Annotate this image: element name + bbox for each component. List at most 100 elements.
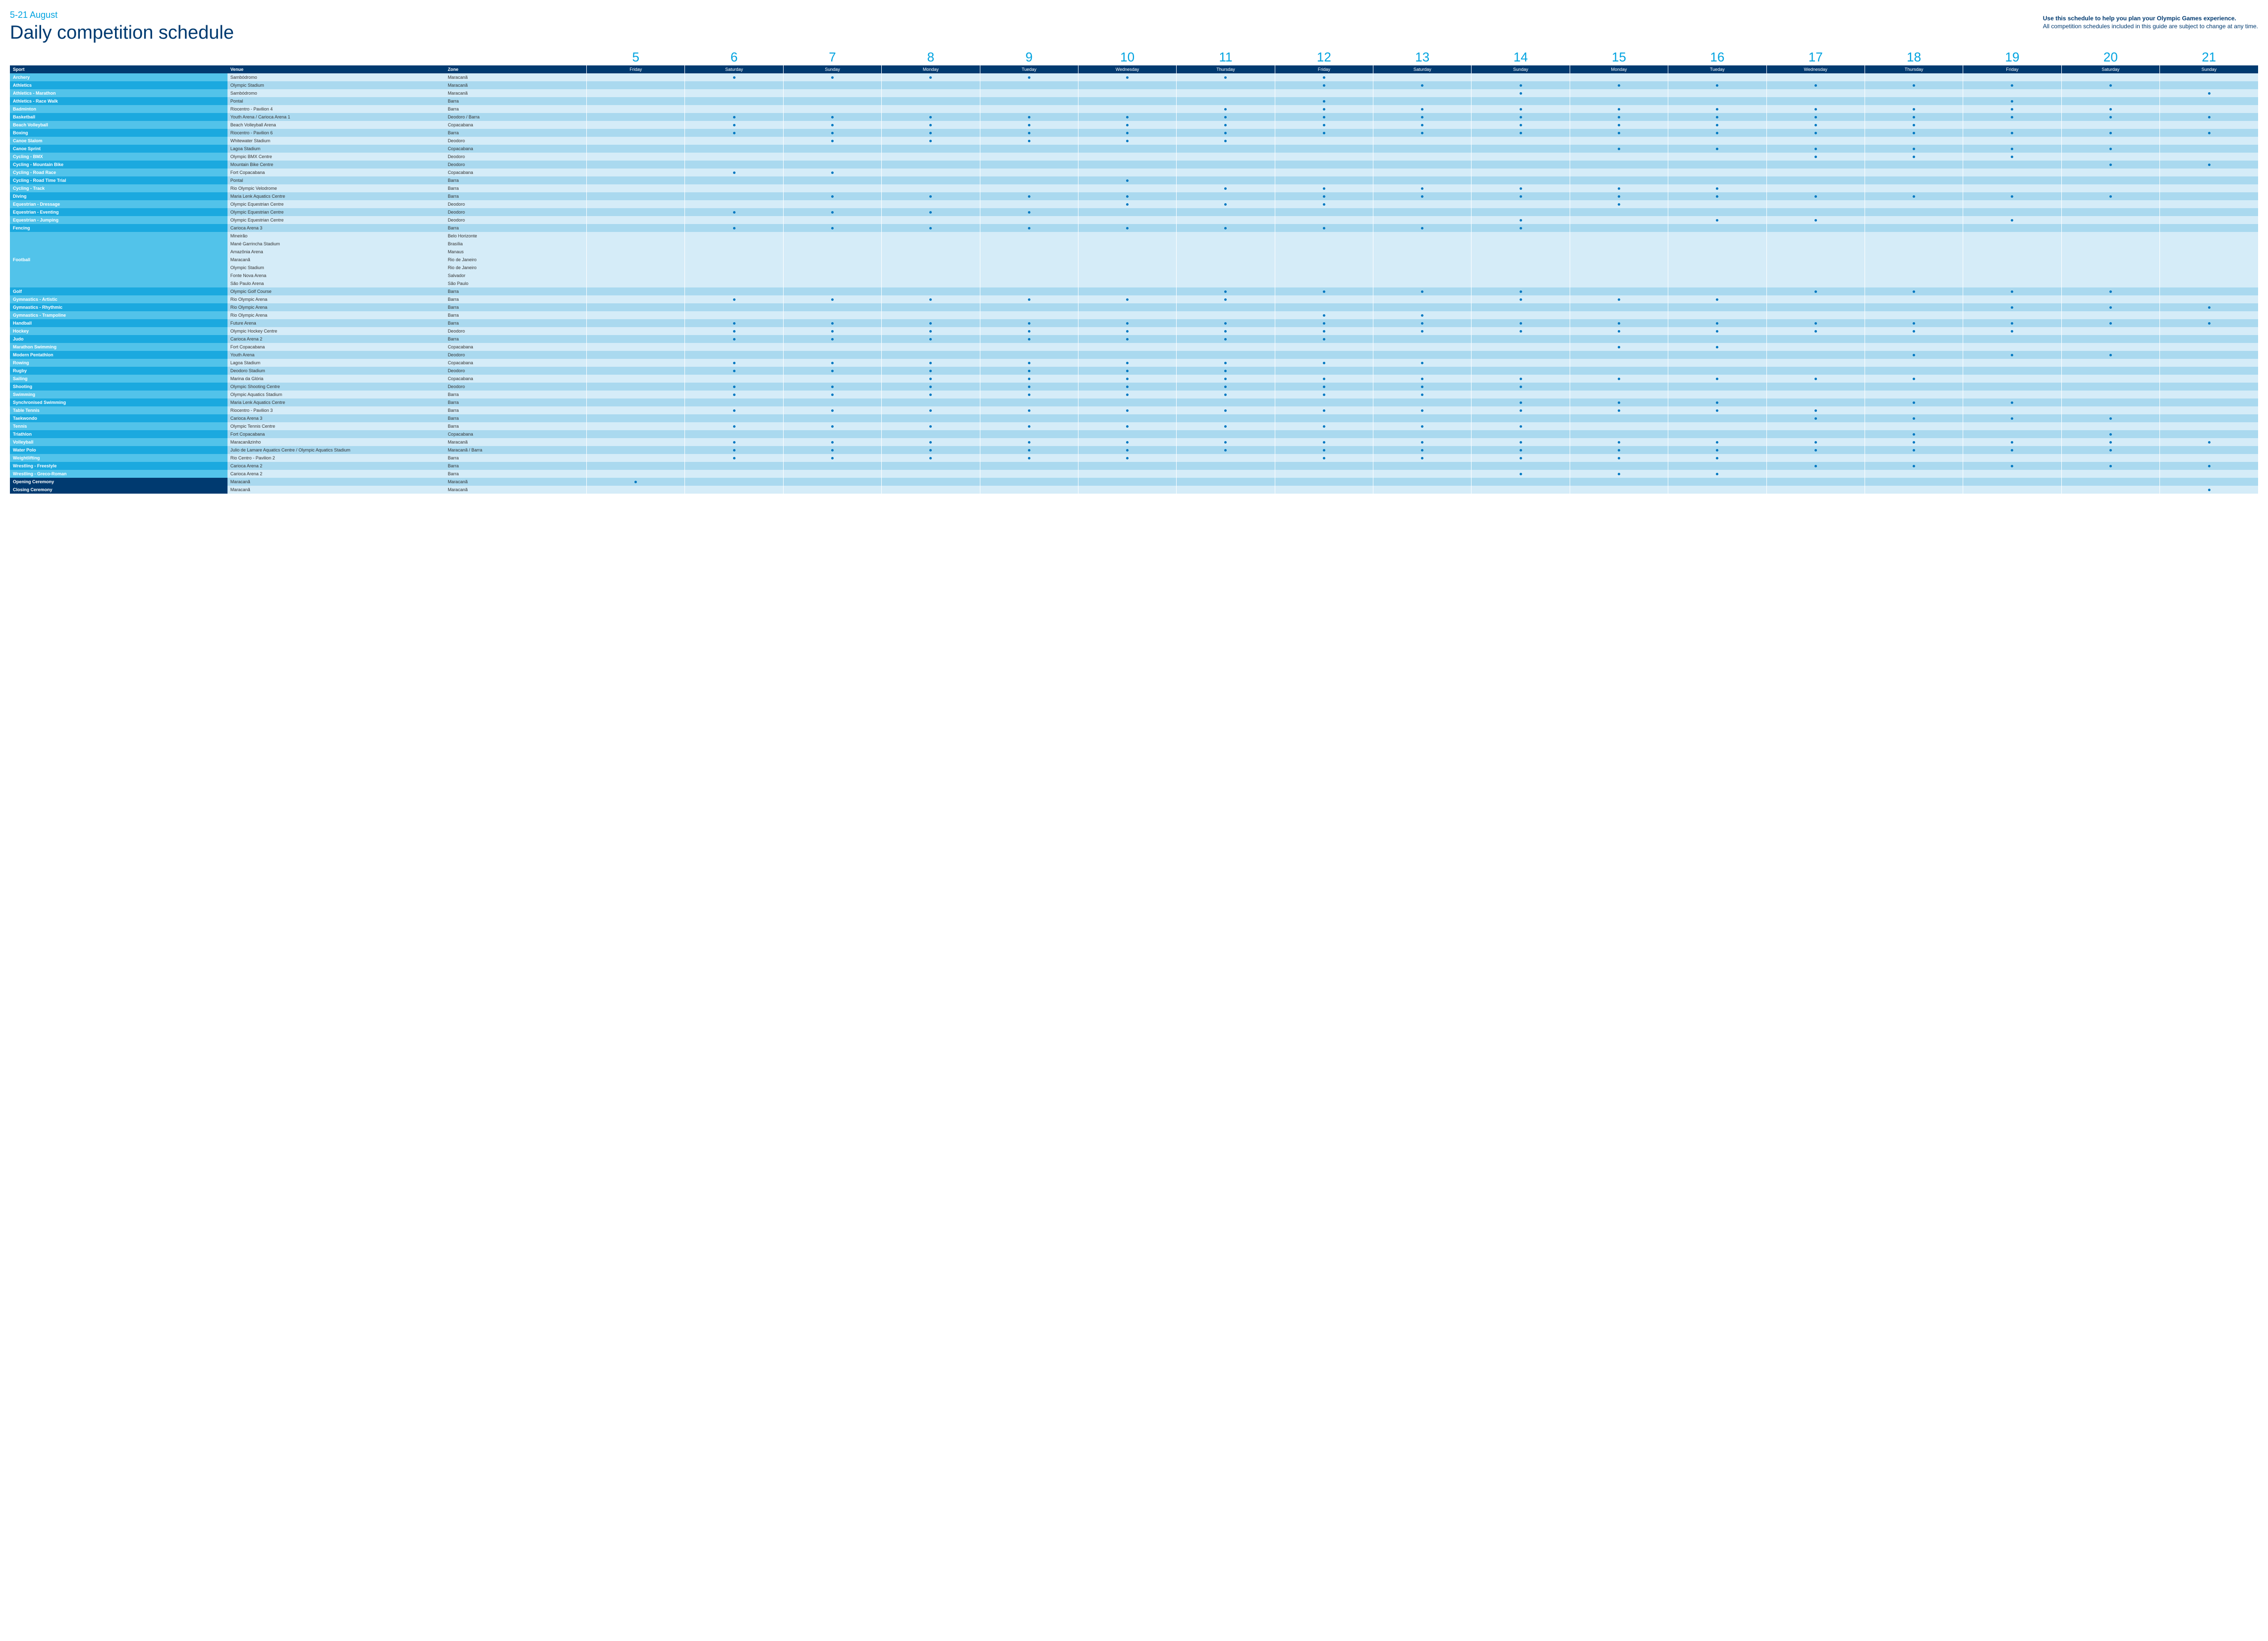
day-cell: [685, 478, 783, 486]
day-cell: [1373, 232, 1472, 240]
day-cell: [2061, 446, 2159, 454]
event-dot: [1913, 465, 1915, 467]
venue-cell: Olympic Equestrian Centre: [227, 216, 445, 224]
day-cell: [2160, 446, 2258, 454]
event-dot: [2109, 195, 2112, 198]
day-cell: [1373, 248, 1472, 256]
event-dot: [1520, 322, 1522, 325]
sport-cell: Athletics: [10, 81, 227, 89]
event-dot: [2208, 132, 2211, 134]
event-dot: [1618, 409, 1620, 412]
sport-cell: [10, 264, 227, 272]
day-cell: [2160, 145, 2258, 153]
day-cell: [980, 375, 1078, 383]
event-dot: [1323, 386, 1325, 388]
day-cell: [882, 343, 980, 351]
day-cell: [1865, 192, 1963, 200]
day-cell: [587, 248, 685, 256]
day-cell: [1668, 232, 1766, 240]
event-dot: [1224, 227, 1227, 229]
event-dot: [1126, 378, 1129, 380]
zone-cell: Deodoro: [445, 153, 586, 161]
day-cell: [1570, 287, 1668, 295]
sport-cell: Sailing: [10, 375, 227, 383]
day-cell: [2061, 240, 2159, 248]
day-cell: [1766, 264, 1865, 272]
schedule-row: Canoe SprintLagoa StadiumCopacabana: [10, 145, 2258, 153]
event-dot: [929, 76, 932, 79]
day-cell: [1177, 287, 1275, 295]
venue-cell: São Paulo Arena: [227, 280, 445, 287]
event-dot: [1323, 425, 1325, 428]
schedule-row: SailingMarina da GlóriaCopacabana: [10, 375, 2258, 383]
schedule-row: RugbyDeodoro StadiumDeodoro: [10, 367, 2258, 375]
day-cell: [1177, 224, 1275, 232]
day-cell: [587, 232, 685, 240]
event-dot: [929, 394, 932, 396]
day-cell: [783, 462, 881, 470]
day-cell: [1275, 232, 1373, 240]
day-cell: [783, 319, 881, 327]
event-dot: [1913, 195, 1915, 198]
schedule-row: Canoe SlalomWhitewater StadiumDeodoro: [10, 137, 2258, 145]
day-cell: [882, 287, 980, 295]
day-cell: [1078, 161, 1176, 169]
day-cell: [1963, 73, 2061, 81]
day-cell: [1963, 430, 2061, 438]
day-cell: [685, 422, 783, 430]
day-cell: [1177, 470, 1275, 478]
day-cell: [1275, 295, 1373, 303]
event-dot: [1028, 227, 1030, 229]
event-dot: [733, 322, 736, 325]
schedule-row: Water PoloJulio de Lamare Aquatics Centr…: [10, 446, 2258, 454]
day-cell: [882, 303, 980, 311]
day-cell: [1963, 303, 2061, 311]
zone-cell: Barra: [445, 406, 586, 414]
day-cell: [980, 153, 1078, 161]
day-cell: [1570, 367, 1668, 375]
day-cell: [1275, 335, 1373, 343]
day-cell: [1865, 351, 1963, 359]
day-cell: [1865, 280, 1963, 287]
day-cell: [783, 295, 881, 303]
day-header: Wednesday: [1766, 65, 1865, 73]
day-cell: [1177, 113, 1275, 121]
venue-cell: Mané Garrincha Stadium: [227, 240, 445, 248]
day-cell: [1668, 486, 1766, 494]
event-dot: [2011, 417, 2013, 420]
sport-cell: Cycling - Road Time Trial: [10, 176, 227, 184]
day-cell: [2061, 359, 2159, 367]
day-cell: [1078, 327, 1176, 335]
event-dot: [1323, 76, 1325, 79]
day-cell: [1275, 383, 1373, 391]
day-cell: [685, 129, 783, 137]
day-cell: [1373, 240, 1472, 248]
event-dot: [1323, 227, 1325, 229]
day-cell: [1177, 184, 1275, 192]
event-dot: [1520, 108, 1522, 111]
day-cell: [1865, 161, 1963, 169]
day-cell: [1275, 81, 1373, 89]
day-cell: [587, 295, 685, 303]
day-cell: [1865, 232, 1963, 240]
day-cell: [1275, 422, 1373, 430]
day-cell: [587, 446, 685, 454]
day-cell: [1078, 169, 1176, 176]
day-cell: [1963, 280, 2061, 287]
day-cell: [587, 398, 685, 406]
schedule-row: TriathlonFort CopacabanaCopacabana: [10, 430, 2258, 438]
day-cell: [1078, 192, 1176, 200]
schedule-row: VolleyballMaracanãzinhoMaracanã: [10, 438, 2258, 446]
event-dot: [1028, 116, 1030, 118]
day-header: Saturday: [1373, 65, 1472, 73]
zone-cell: Barra: [445, 192, 586, 200]
event-dot: [831, 211, 834, 214]
event-dot: [1224, 378, 1227, 380]
zone-cell: Barra: [445, 414, 586, 422]
event-dot: [733, 116, 736, 118]
day-cell: [1472, 240, 1570, 248]
event-dot: [1618, 457, 1620, 459]
day-cell: [587, 335, 685, 343]
day-cell: [1472, 319, 1570, 327]
day-cell: [1865, 224, 1963, 232]
